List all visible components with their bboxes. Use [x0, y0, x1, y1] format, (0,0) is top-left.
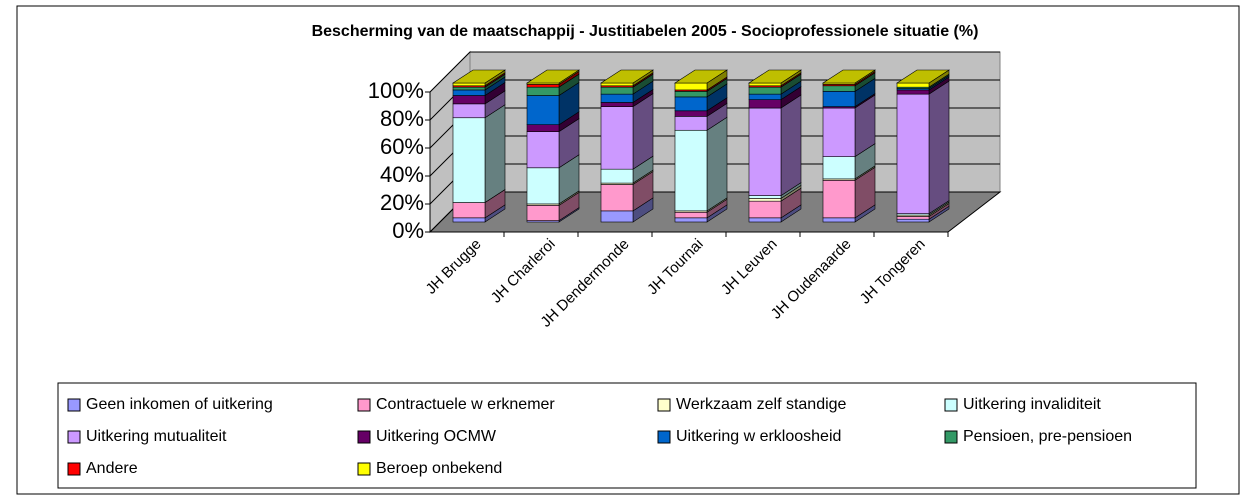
bar-segment: [600, 106, 634, 170]
legend-swatch: [67, 430, 81, 444]
bar-segment: [896, 82, 930, 88]
legend-label: Werkzaam zelf standige: [676, 396, 847, 413]
y-tick-label: 20%: [380, 190, 424, 215]
bar-segment: [674, 91, 708, 98]
bar-segment: [526, 167, 560, 205]
bar-segment: [748, 198, 782, 202]
bar-segment: [452, 82, 486, 87]
bar-side: [928, 80, 950, 215]
legend-swatch: [67, 398, 81, 412]
bar-segment: [896, 216, 930, 220]
bar-segment: [600, 93, 634, 103]
bar-segment: [822, 107, 856, 157]
bar-segment: [452, 103, 486, 119]
legend-swatch: [357, 398, 371, 412]
bar-segment: [674, 129, 708, 212]
bar-segment: [748, 93, 782, 100]
legend-swatch: [944, 430, 958, 444]
y-tick-label: 60%: [380, 134, 424, 159]
bar-segment: [896, 93, 930, 214]
bar-top: [673, 69, 729, 84]
bar-segment: [822, 180, 856, 219]
bar-segment: [526, 131, 560, 169]
bar-side: [780, 94, 802, 197]
bar-segment: [526, 84, 560, 88]
bar-segment: [674, 110, 708, 117]
bar-segment: [748, 200, 782, 219]
legend-label: Andere: [86, 460, 138, 477]
bar-segment: [600, 210, 634, 223]
bar-segment: [674, 116, 708, 131]
legend-label: Uitkering w erkloosheid: [676, 428, 841, 445]
bar-segment: [822, 91, 856, 107]
bar-segment: [452, 217, 486, 223]
bar-segment: [452, 117, 486, 203]
y-tick-label: 100%: [368, 78, 424, 103]
legend-label: Beroep onbekend: [376, 460, 502, 477]
bar-segment: [674, 211, 708, 219]
bar-segment: [748, 195, 782, 199]
bar-segment: [748, 82, 782, 87]
bar-segment: [452, 95, 486, 105]
y-tick-label: 0%: [392, 218, 424, 243]
legend-label: Geen inkomen of uitkering: [86, 396, 273, 413]
bar-segment: [896, 218, 930, 223]
bar-segment: [748, 107, 782, 196]
bar-segment: [526, 86, 560, 96]
grid-line: [429, 51, 1000, 93]
bar-side: [706, 116, 728, 212]
bar-side: [484, 104, 506, 204]
legend-label: Uitkering invaliditeit: [963, 396, 1101, 413]
bar-segment: [896, 89, 930, 95]
legend-label: Contractuele w erknemer: [376, 396, 555, 413]
bar-segment: [452, 202, 486, 219]
bar-top: [451, 69, 507, 84]
bar-top: [747, 69, 803, 84]
bar-segment: [526, 124, 560, 132]
legend-label: Uitkering mutualiteit: [86, 428, 227, 445]
bar-segment: [674, 217, 708, 223]
chart-title: Bescherming van de maatschappij - Justit…: [312, 23, 979, 40]
legend-swatch: [67, 462, 81, 476]
bar-segment: [600, 86, 634, 95]
bar-segment: [748, 217, 782, 223]
legend-swatch: [944, 398, 958, 412]
bar-top: [821, 69, 877, 84]
bar-segment: [674, 82, 708, 91]
bar-segment: [822, 85, 856, 92]
bar-segment: [748, 99, 782, 109]
bar-segment: [822, 156, 856, 180]
legend-swatch: [357, 462, 371, 476]
bar-segment: [600, 184, 634, 212]
legend-swatch: [657, 430, 671, 444]
bar-segment: [674, 96, 708, 112]
legend-box: [57, 382, 1197, 489]
y-tick-label: 80%: [380, 106, 424, 131]
bar-segment: [748, 86, 782, 95]
legend-label: Uitkering OCMW: [376, 428, 497, 445]
bar-segment: [600, 102, 634, 107]
y-tick-label: 40%: [380, 162, 424, 187]
bar-segment: [526, 205, 560, 221]
bar-segment: [452, 86, 486, 91]
bar-segment: [600, 82, 634, 87]
bar-top: [525, 69, 581, 84]
legend-swatch: [357, 430, 371, 444]
legend-swatch: [657, 398, 671, 412]
bar-top: [599, 69, 655, 84]
bar-segment: [822, 217, 856, 223]
bar-segment: [600, 168, 634, 184]
bar-segment: [452, 89, 486, 96]
bar-top: [895, 69, 951, 84]
bar-segment: [526, 95, 560, 126]
legend-label: Pensioen, pre-pensioen: [963, 428, 1132, 445]
